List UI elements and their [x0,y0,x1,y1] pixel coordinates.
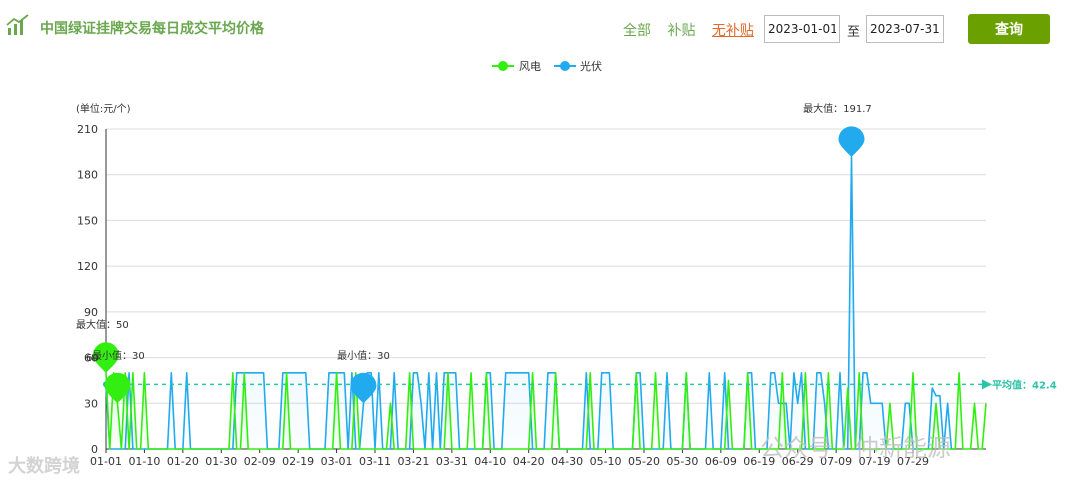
x-tick-label: 01-20 [167,455,199,468]
filter-all[interactable]: 全部 [623,23,651,39]
x-tick-label: 01-30 [205,455,237,468]
x-tick-label: 06-19 [743,455,775,468]
label-wind-max: 最大值：50 [76,318,129,331]
y-axis-label: (单位:元/个) [76,102,131,115]
label-pv-min: 最小值：30 [337,349,390,362]
filter-subsidy[interactable]: 补贴 [667,23,696,39]
x-tick-label: 07-09 [820,455,852,468]
watermark-right: 公众号 · 仲新能源 [760,434,951,462]
x-tick-label: 04-30 [551,455,583,468]
y-tick-label: 210 [77,123,98,136]
subsidy-filter: 全部 补贴 无补贴 [623,20,766,40]
pin-pv-min [350,372,377,404]
x-tick-label: 03-21 [397,455,429,468]
x-tick-label: 06-09 [705,455,737,468]
legend-label-pv: 光伏 [580,59,602,73]
y-axis-ticks: 0 30 60 90 120 150 180 210 [77,123,98,456]
y-tick-label: 90 [84,306,98,319]
chart-legend[interactable]: 风电 光伏 [492,59,602,73]
query-button[interactable]: 查询 [968,14,1050,44]
date-range-separator: 至 [847,25,861,40]
x-tick-label: 07-19 [859,455,891,468]
label-wind-min: 最小值：30 [92,349,145,362]
x-tick-label: 04-20 [513,455,545,468]
average-line-arrow [982,379,992,390]
y-tick-label: 0 [91,443,98,456]
end-date-input[interactable] [866,15,944,43]
x-tick-label: 02-09 [244,455,276,468]
top-bar: 中国绿证挂牌交易每日成交平均价格 全部 补贴 无补贴 至 查询 [0,0,1080,56]
x-tick-label: 03-01 [321,455,353,468]
filter-no-subsidy[interactable]: 无补贴 [711,23,754,39]
y-tick-label: 150 [77,214,98,227]
y-tick-label: 30 [84,397,98,410]
x-tick-label: 05-30 [666,455,698,468]
y-tick-label: 180 [77,169,98,182]
x-tick-label: 01-10 [128,455,160,468]
page-title: 中国绿证挂牌交易每日成交平均价格 [40,21,264,37]
chart-logo-icon [6,14,29,35]
average-line-label: 平均值：42.4 [992,378,1057,391]
legend-marker-pv [560,61,570,71]
legend-marker-wind [498,61,508,71]
x-tick-label: 02-19 [282,455,314,468]
label-overlap-60: 60 [86,353,99,364]
x-tick-label: 06-29 [782,455,814,468]
x-tick-label: 03-11 [359,455,391,468]
x-tick-label: 04-10 [474,455,506,468]
label-pv-max: 最大值：191.7 [803,102,872,115]
start-date-input[interactable] [764,15,840,43]
legend-label-wind: 风电 [519,60,541,73]
price-line-chart: 风电 光伏 (单位:元/个) 0 30 60 90 120 150 180 210 01-01… [76,59,1057,468]
y-tick-label: 120 [77,260,98,273]
x-tick-label: 05-20 [628,455,660,468]
x-tick-label: 05-10 [590,455,622,468]
pin-wind-min [104,372,131,404]
series-lines [105,156,987,450]
x-tick-label: 01-01 [90,455,122,468]
pin-wind-max [93,342,120,373]
x-tick-label: 07-29 [897,455,929,468]
x-tick-label: 03-31 [436,455,468,468]
series-line-0 [105,371,987,450]
watermark-left: 大数跨境 [8,456,80,477]
pin-pv-max [838,126,865,157]
x-axis-ticks: 01-01 01-10 01-20 01-30 02-09 02-19 03-01 03-11… [90,449,929,468]
